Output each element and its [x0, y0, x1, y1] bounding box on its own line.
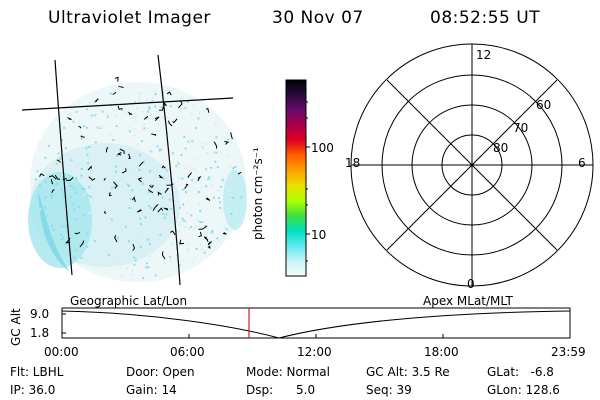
orbit-x-tick-1800: 18:00 [424, 345, 459, 359]
polar-lat-70: 70 [513, 121, 529, 135]
orbit-x-tick-0000: 00:00 [44, 345, 79, 359]
status-glon: GLon: 128.6 [487, 383, 560, 397]
status-gcalt: GC Alt: 3.5 Re [366, 365, 450, 379]
status-mode: Mode: Normal [246, 365, 330, 379]
polar-mlt-12: 12 [476, 48, 492, 62]
time-label: 08:52:55 UT [430, 8, 541, 28]
coastline-segments [39, 76, 242, 260]
geographic-image [21, 54, 247, 286]
status-flt: Flt: LBHL [10, 365, 64, 379]
polar-mlt-0: 0 [467, 277, 475, 291]
orbit-y-axis-label: GC Alt [9, 308, 23, 346]
status-seq: Seq: 39 [366, 383, 412, 397]
polar-plot [350, 43, 594, 287]
date-label: 30 Nov 07 [272, 8, 364, 28]
status-door: Door: Open [126, 365, 195, 379]
polar-mlt-6: 6 [578, 156, 586, 170]
status-gain: Gain: 14 [126, 383, 177, 397]
colorbar-tick-100: 100 [311, 141, 334, 155]
polar-lat-60: 60 [536, 98, 552, 112]
polar-lat-80: 80 [493, 141, 509, 155]
orbit-x-tick-2359: 23:59 [551, 345, 586, 359]
orbit-x-tick-0600: 06:00 [170, 345, 205, 359]
colorbar [285, 79, 310, 277]
colorbar-unit-label: photon cm⁻²s⁻¹ [251, 147, 265, 240]
geographic-label: Geographic Lat/Lon [70, 294, 188, 308]
status-dsp: Dsp: 5.0 [246, 383, 316, 397]
orbit-x-tick-1200: 12:00 [297, 345, 332, 359]
orbit-plot [61, 307, 571, 339]
image-speckles [34, 90, 243, 279]
status-glat: GLat: -6.8 [487, 365, 554, 379]
instrument-title: Ultraviolet Imager [48, 8, 211, 28]
orbit-y-tick-1-8: 1.8 [30, 326, 50, 340]
colorbar-tick-10: 10 [311, 228, 327, 242]
orbit-y-tick-9: 9.0 [30, 307, 50, 321]
polar-mlt-18: 18 [345, 156, 361, 170]
apex-label: Apex MLat/MLT [423, 294, 513, 308]
status-ip: IP: 36.0 [10, 383, 56, 397]
